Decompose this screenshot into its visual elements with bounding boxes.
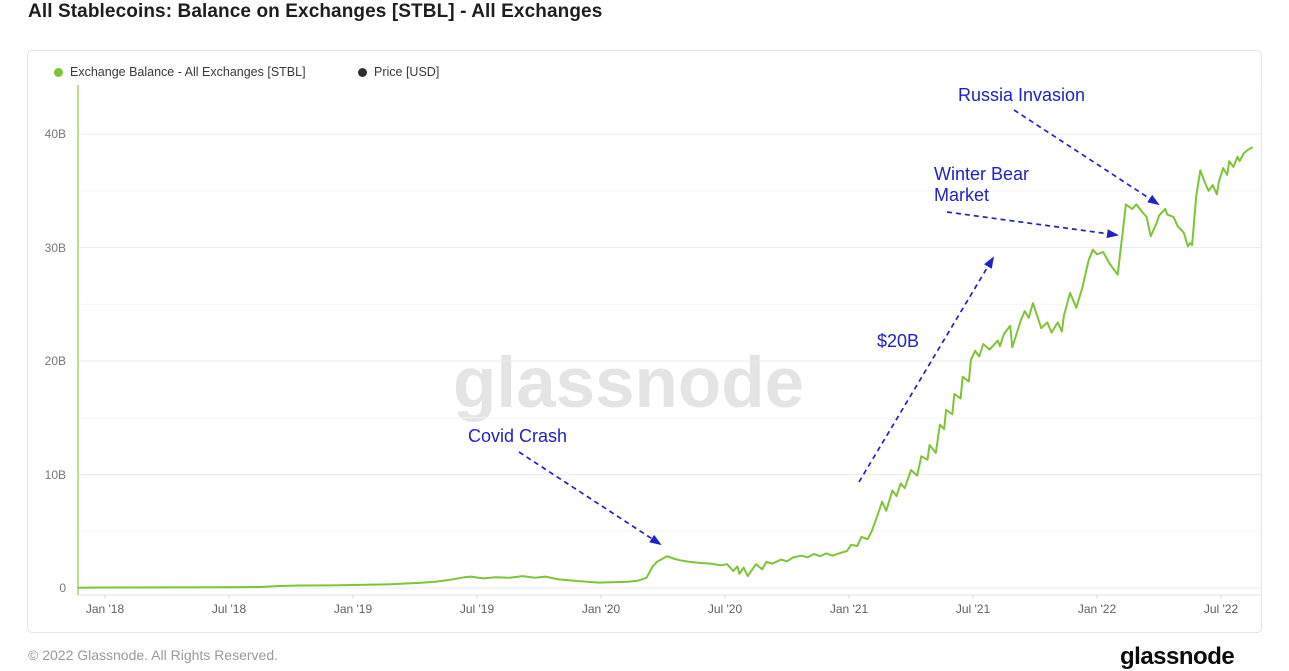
price-series-swatch-icon xyxy=(358,67,367,77)
annotation-arrow xyxy=(946,211,1119,239)
y-axis-tick-label: 10B xyxy=(44,467,66,482)
x-axis-tick-label: Jan '20 xyxy=(581,602,621,616)
legend-item-label: Exchange Balance - All Exchanges [STBL] xyxy=(70,65,306,79)
legend-item-label: Price [USD] xyxy=(374,65,440,79)
annotation-label: Winter Bear Market xyxy=(934,164,1030,205)
annotation-label: Russia Invasion xyxy=(958,85,1086,105)
legend-item-price[interactable]: Price [USD] xyxy=(358,65,439,79)
x-axis-tick-label: Jul '19 xyxy=(459,602,495,616)
chart-card: glassnode Exchange Balance - All Exchang… xyxy=(27,50,1262,633)
balance-series-line xyxy=(77,146,1253,589)
x-axis-tick-label: Jul '22 xyxy=(1203,602,1239,616)
x-axis-tick-label: Jan '21 xyxy=(829,602,869,616)
page-title: All Stablecoins: Balance on Exchanges [S… xyxy=(28,1,603,22)
annotation-arrow xyxy=(1013,109,1160,206)
x-axis-tick-label: Jan '18 xyxy=(85,602,125,616)
legend-item-exchange-balance[interactable]: Exchange Balance - All Exchanges [STBL] xyxy=(54,65,306,79)
x-axis-tick-label: Jul '20 xyxy=(707,602,743,616)
y-axis-tick-label: 40B xyxy=(44,127,66,141)
y-axis-tick-label: 20B xyxy=(44,354,66,368)
annotation-label: Covid Crash xyxy=(468,426,568,446)
x-axis-tick-label: Jan '19 xyxy=(333,602,373,616)
x-axis-tick-label: Jul '18 xyxy=(211,602,247,616)
annotation-arrow xyxy=(858,256,995,483)
copyright-text: © 2022 Glassnode. All Rights Reserved. xyxy=(28,647,279,663)
glassnode-watermark: glassnode xyxy=(453,344,805,423)
annotation-arrow xyxy=(518,451,662,546)
y-axis-tick-label: 0 xyxy=(59,581,66,595)
x-axis-tick-label: Jan '22 xyxy=(1077,602,1117,616)
balance-series-swatch-icon xyxy=(54,67,63,77)
y-axis-tick-label: 30B xyxy=(44,240,66,255)
glassnode-logo: glassnode xyxy=(1120,643,1235,670)
x-axis-tick-label: Jul '21 xyxy=(955,602,991,616)
annotation-label: $20B xyxy=(877,331,920,351)
